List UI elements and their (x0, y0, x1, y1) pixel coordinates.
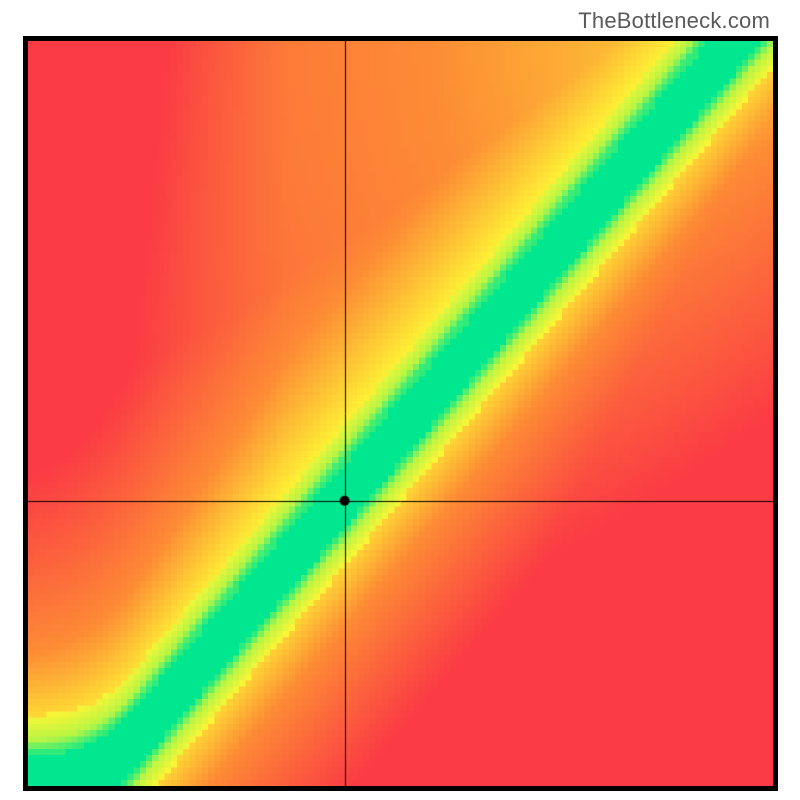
bottleneck-heatmap (23, 36, 778, 791)
watermark-text: TheBottleneck.com (578, 8, 770, 34)
crosshair-overlay (28, 41, 773, 786)
